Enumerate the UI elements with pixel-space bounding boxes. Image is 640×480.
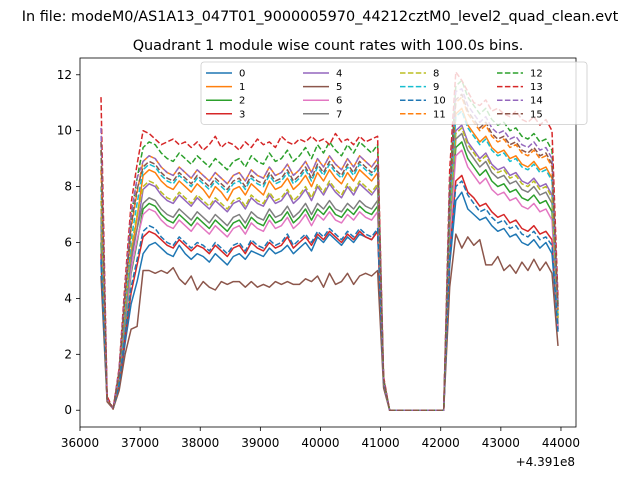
y-tick-label: 6 [64, 236, 72, 250]
x-tick-label: 41000 [362, 436, 400, 450]
y-tick-label: 2 [64, 347, 72, 361]
series-line-1 [100, 107, 559, 411]
chart-title: Quadrant 1 module wise count rates with … [133, 38, 524, 54]
legend-label-15: 15 [530, 109, 543, 120]
legend-label-7: 7 [336, 109, 342, 120]
legend-label-4: 4 [336, 69, 342, 80]
legend-label-13: 13 [530, 82, 543, 93]
legend-label-6: 6 [336, 96, 342, 107]
series-line-4 [100, 124, 559, 411]
legend-label-8: 8 [433, 69, 439, 80]
legend-label-1: 1 [239, 82, 245, 93]
x-tick-label: 42000 [422, 436, 460, 450]
chart-suptitle: In file: modeM0/AS1A13_047T01_9000005970… [22, 9, 619, 25]
x-tick-label: 36000 [61, 436, 99, 450]
legend-label-11: 11 [433, 109, 446, 120]
y-tick-label: 12 [57, 68, 72, 82]
y-tick-label: 4 [64, 291, 72, 305]
y-axis: 0 2 4 6 8 10 12 [57, 68, 80, 417]
legend-label-12: 12 [530, 69, 543, 80]
x-tick-label: 43000 [482, 436, 520, 450]
series-line-9 [100, 110, 559, 411]
x-tick-label: 37000 [121, 436, 159, 450]
y-tick-label: 10 [57, 124, 72, 138]
series-line-6 [100, 149, 559, 411]
legend-label-2: 2 [239, 96, 245, 107]
series-line-3 [100, 174, 559, 411]
x-tick-label: 38000 [181, 436, 219, 450]
legend-label-3: 3 [239, 109, 245, 120]
series-line-5 [100, 233, 559, 411]
x-tick-label: 39000 [241, 436, 279, 450]
legend-label-10: 10 [433, 96, 446, 107]
series-line-2 [100, 141, 559, 411]
x-axis: 36000 37000 38000 39000 40000 41000 42000 43000… [61, 427, 580, 450]
y-tick-label: 8 [64, 180, 72, 194]
legend-label-0: 0 [239, 69, 245, 80]
series-line-0 [100, 191, 559, 411]
x-tick-label: 44000 [542, 436, 580, 450]
legend-label-14: 14 [530, 96, 543, 107]
x-tick-label: 40000 [301, 436, 339, 450]
y-tick-label: 0 [64, 403, 72, 417]
series-line-15 [100, 93, 559, 411]
series-line-7 [100, 132, 559, 411]
series-line-12 [100, 79, 559, 411]
series-line-10 [100, 180, 559, 411]
legend-label-9: 9 [433, 82, 439, 93]
legend-box [200, 61, 588, 125]
series-line-8 [100, 127, 559, 411]
x-offset-label: +4.391e8 [516, 455, 575, 469]
legend-label-5: 5 [336, 82, 342, 93]
